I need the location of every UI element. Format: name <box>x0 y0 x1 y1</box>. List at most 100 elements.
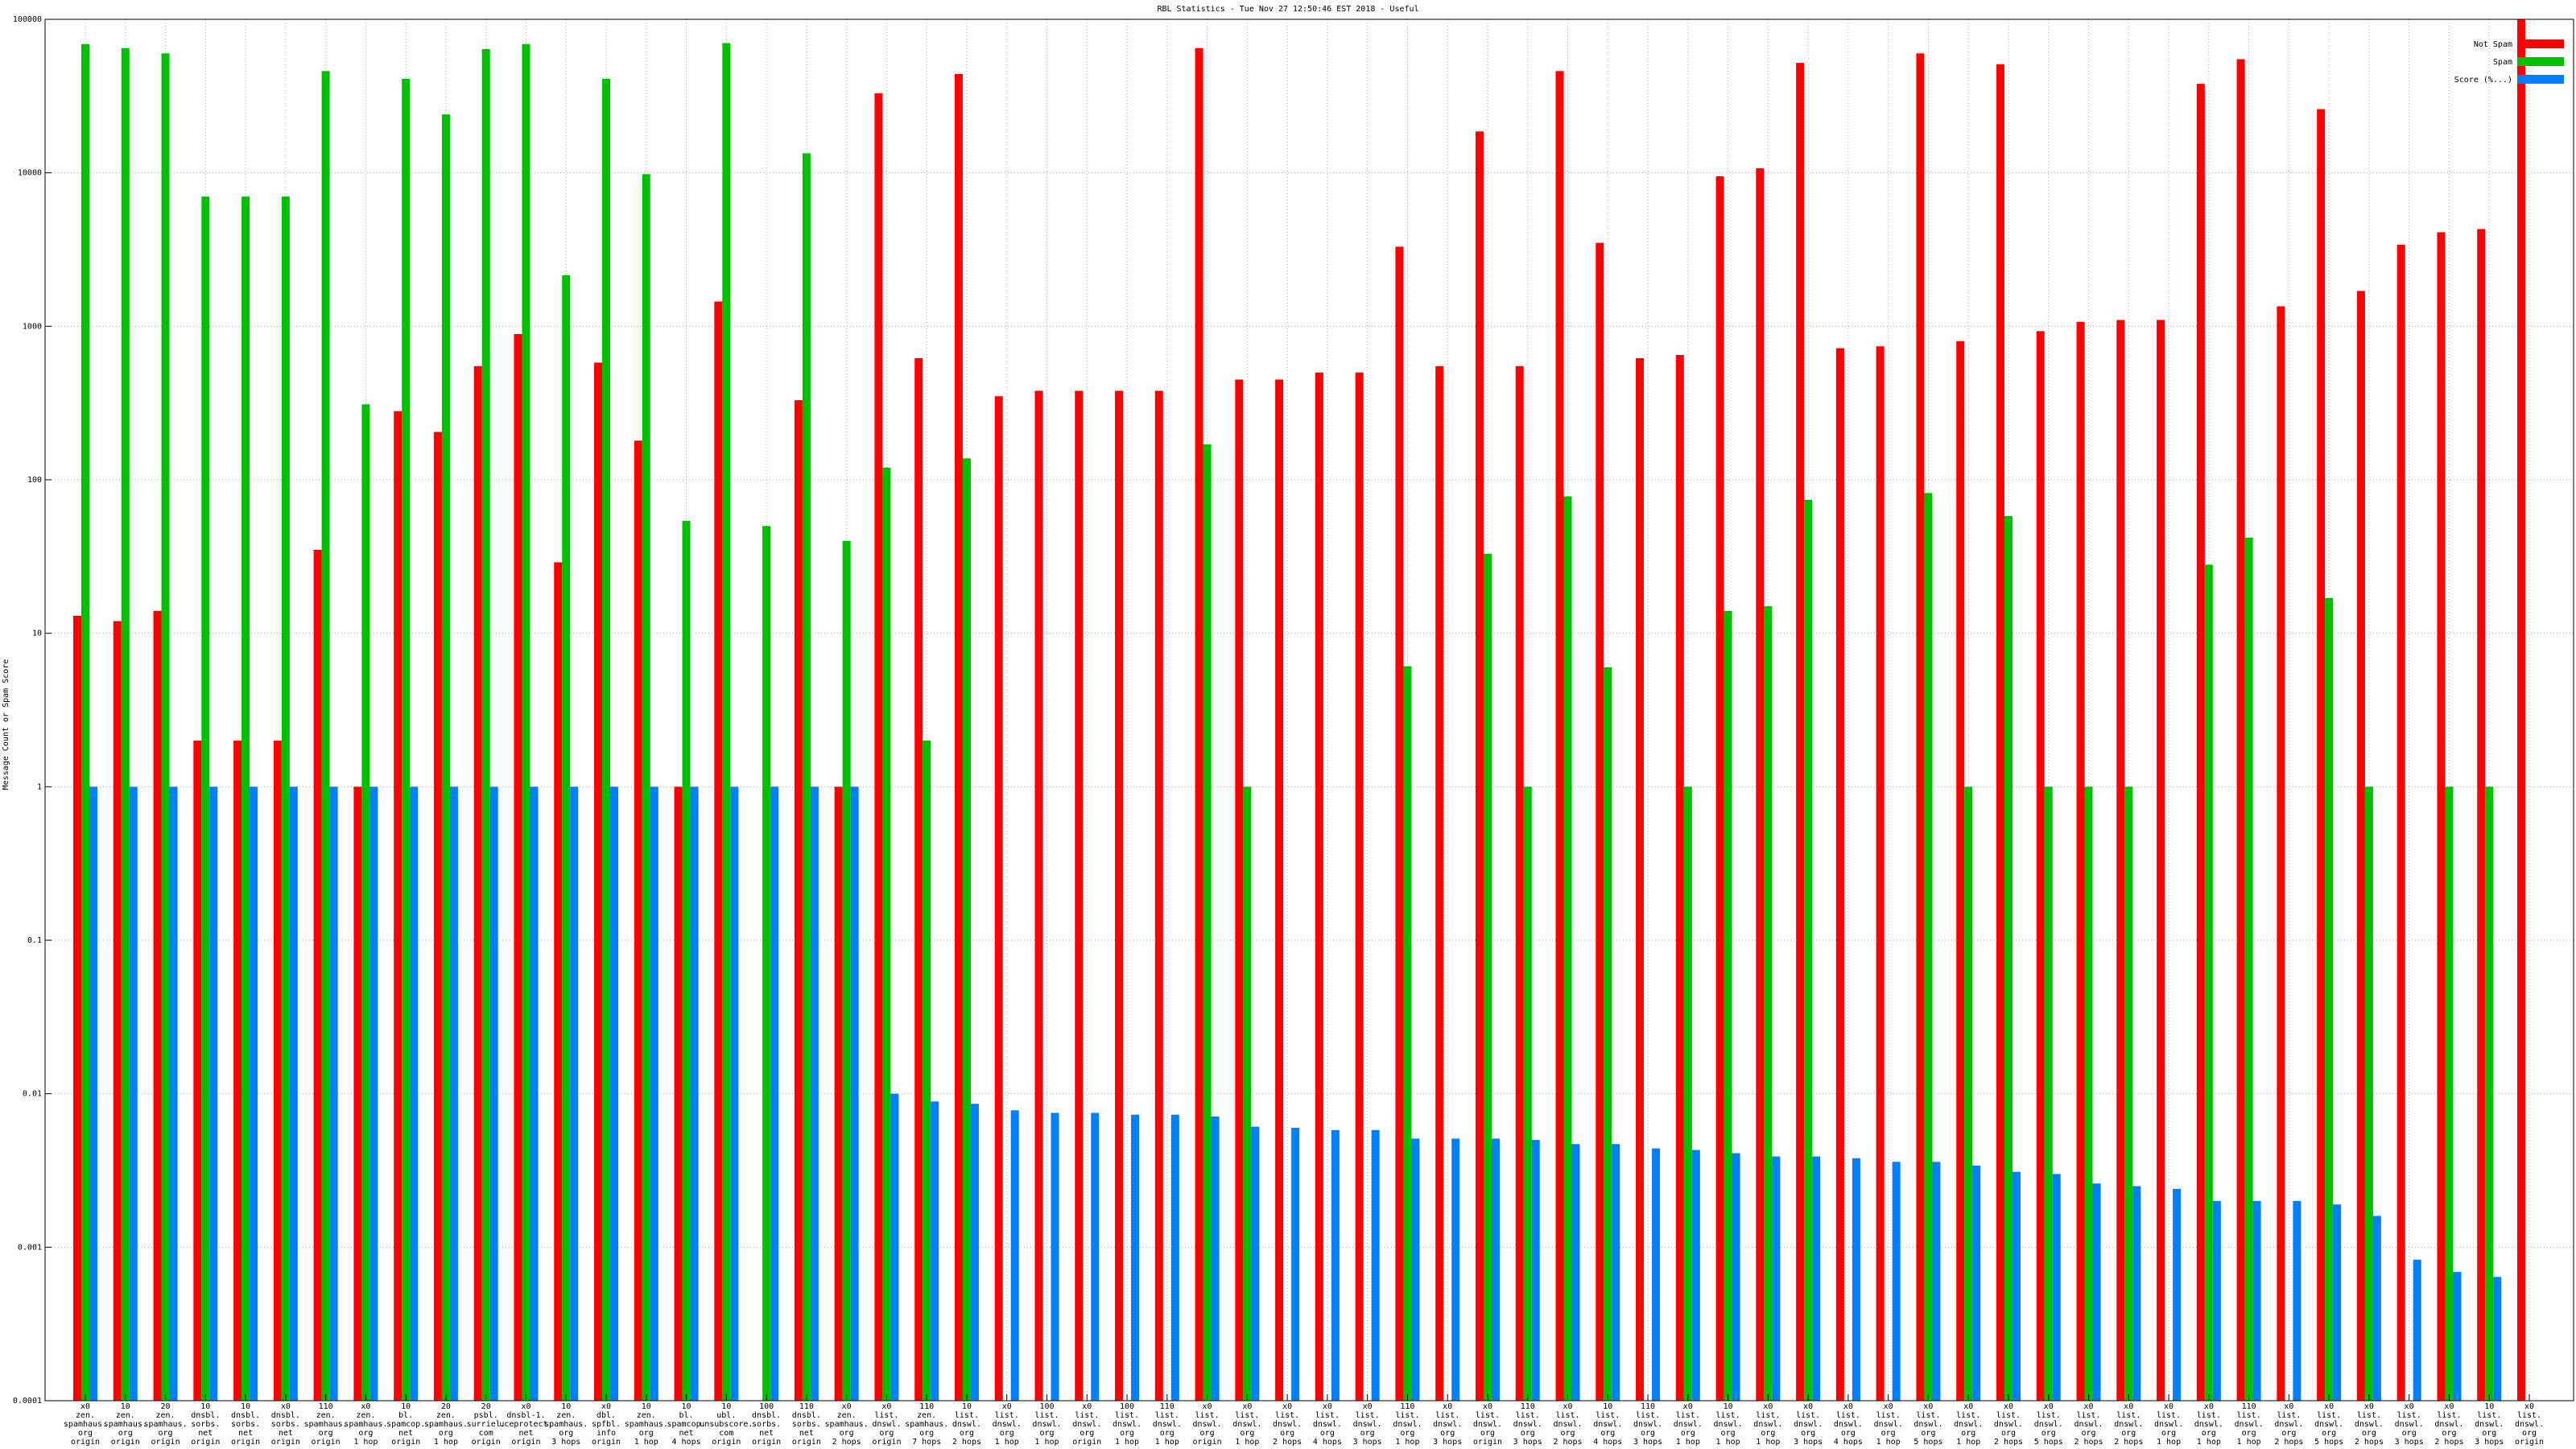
x-tick-label-line: org <box>1600 1429 1615 1438</box>
x-tick-label: 10 zen. spamhaus. org 1 hop <box>625 1402 668 1447</box>
bar <box>1683 786 1692 1401</box>
bar <box>514 333 522 1402</box>
bar <box>1051 1113 1059 1401</box>
bar <box>449 786 458 1401</box>
bar <box>321 71 330 1402</box>
x-tick-label-line: org <box>2242 1429 2256 1438</box>
bar <box>161 53 170 1401</box>
bar <box>962 458 971 1401</box>
x-tick-label: x0 list. dnswl. org 1 hop <box>1232 1402 1261 1447</box>
x-tick-label-line: x0 <box>1803 1402 1813 1411</box>
bar <box>2413 1259 2421 1401</box>
bar <box>1916 53 1925 1401</box>
x-tick-label: x0 list. dnswl. org 2 hops <box>1994 1402 2023 1447</box>
x-tick-label-line: dnswl. <box>1593 1420 1622 1429</box>
x-tick-label-line: 1 hop <box>1115 1438 1139 1447</box>
x-tick-label-line: spamcop. <box>386 1420 425 1429</box>
y-tick-label: 10000 <box>18 169 42 178</box>
x-tick-label-line: org <box>1761 1429 1775 1438</box>
x-tick-label-line: dnswl. <box>2355 1420 2384 1429</box>
x-tick-label: 110 list. dnswl. org 3 hops <box>1513 1402 1542 1447</box>
bar <box>2277 306 2285 1401</box>
x-tick-label-line: list. <box>1195 1411 1220 1420</box>
bar <box>1956 341 1965 1402</box>
x-tick-label: 10 list. dnswl. org 4 hops <box>1593 1402 1622 1447</box>
x-tick-label-line: list. <box>1516 1411 1540 1420</box>
x-tick-label: x0 zen. spamhaus. org 1 hop <box>344 1402 387 1447</box>
bar <box>562 275 571 1402</box>
x-tick-label-line: origin <box>312 1438 341 1447</box>
x-tick-label-line: org <box>1360 1429 1375 1438</box>
bar <box>2157 320 2165 1401</box>
bar <box>2485 786 2494 1401</box>
x-tick-label-line: 10 <box>241 1402 250 1411</box>
x-tick-label-line: x0 <box>361 1402 370 1411</box>
x-tick-label-line: origin <box>71 1438 100 1447</box>
x-tick-label-line: x0 <box>2524 1402 2534 1411</box>
x-tick-label-line: x0 <box>1843 1402 1853 1411</box>
bar <box>89 786 97 1401</box>
x-tick-label-line: dnswl. <box>1954 1420 1983 1429</box>
bar <box>1523 786 1532 1401</box>
bar <box>2084 786 2093 1401</box>
bar <box>1483 553 1492 1401</box>
x-tick-label: x0 list. dnswl. org 2 hops <box>1273 1402 1302 1447</box>
x-tick-label-line: org <box>1080 1429 1094 1438</box>
bar <box>690 786 699 1401</box>
x-tick-label-line: list. <box>1716 1411 1740 1420</box>
x-tick-label-line: dnsbl. <box>271 1411 300 1420</box>
x-tick-label-line: list. <box>1956 1411 1980 1420</box>
x-tick-label: x0 list. dnswl. org 3 hops <box>2395 1402 2424 1447</box>
x-tick-label: 10 zen. spamhaus. org origin <box>104 1402 147 1447</box>
x-tick-label-line: org <box>639 1429 654 1438</box>
x-tick-label-line: x0 <box>2324 1402 2334 1411</box>
x-tick-label-line: org <box>2482 1429 2496 1438</box>
x-tick-label-line: 2 hops <box>1273 1438 1302 1447</box>
x-tick-label-line: list. <box>874 1411 898 1420</box>
x-tick-label-line: org <box>2041 1429 2056 1438</box>
bar <box>882 467 891 1401</box>
x-tick-label-line: 4 hops <box>1593 1438 1622 1447</box>
x-tick-label-line: list. <box>2317 1411 2341 1420</box>
bar <box>433 431 442 1401</box>
y-tick-label: 0.1 <box>27 936 42 945</box>
x-tick-label-line: dnswl. <box>1513 1420 1542 1429</box>
x-tick-label-line: sorbs. <box>752 1420 781 1429</box>
y-axis-label: Message Count or Spam Score <box>2 659 10 791</box>
bar <box>281 196 290 1402</box>
bar <box>129 786 138 1401</box>
bar <box>874 93 883 1401</box>
x-tick-label-line: origin <box>472 1438 501 1447</box>
bar <box>802 153 811 1402</box>
x-tick-label-line: x0 <box>1483 1402 1492 1411</box>
bar <box>481 48 490 1401</box>
bar <box>2173 1188 2182 1401</box>
x-tick-label-line: 3 hops <box>1513 1438 1542 1447</box>
x-tick-label-line: dnswl. <box>1153 1420 1182 1429</box>
x-tick-label: 10 bl. spamcop. net origin <box>386 1402 425 1447</box>
x-tick-label-line: org <box>358 1429 373 1438</box>
x-tick-label-line: 1 hop <box>995 1438 1019 1447</box>
x-tick-label-line: sorbs. <box>191 1420 220 1429</box>
x-tick-label: x0 list. dnswl. org 2 hops <box>2434 1402 2463 1447</box>
bar <box>242 196 250 1402</box>
bar <box>1475 131 1484 1401</box>
x-tick-label-line: dnsbl. <box>792 1411 821 1420</box>
y-tick-label: 10 <box>32 630 42 638</box>
x-tick-label: x0 list. dnswl. org 3 hops <box>1353 1402 1382 1447</box>
x-tick-label-line: org <box>1881 1429 1896 1438</box>
x-tick-label-line: origin <box>2515 1438 2544 1447</box>
x-tick-label-line: dnswl. <box>2475 1420 2504 1429</box>
x-tick-label-line: dnswl. <box>1553 1420 1582 1429</box>
x-tick-label-line: sorbs. <box>792 1420 821 1429</box>
x-tick-label-line: 10 <box>962 1402 972 1411</box>
x-tick-label-line: 3 hops <box>1353 1438 1382 1447</box>
x-tick-label: x0 list. dnswl. org origin <box>2515 1402 2544 1447</box>
x-tick-label-line: net <box>398 1429 413 1438</box>
bar <box>923 740 931 1401</box>
x-tick-label-line: x0 <box>521 1402 530 1411</box>
bar <box>273 740 282 1401</box>
x-tick-label-line: 2 hops <box>2114 1438 2143 1447</box>
bar <box>473 365 482 1401</box>
x-tick-label-line: org <box>1521 1429 1535 1438</box>
